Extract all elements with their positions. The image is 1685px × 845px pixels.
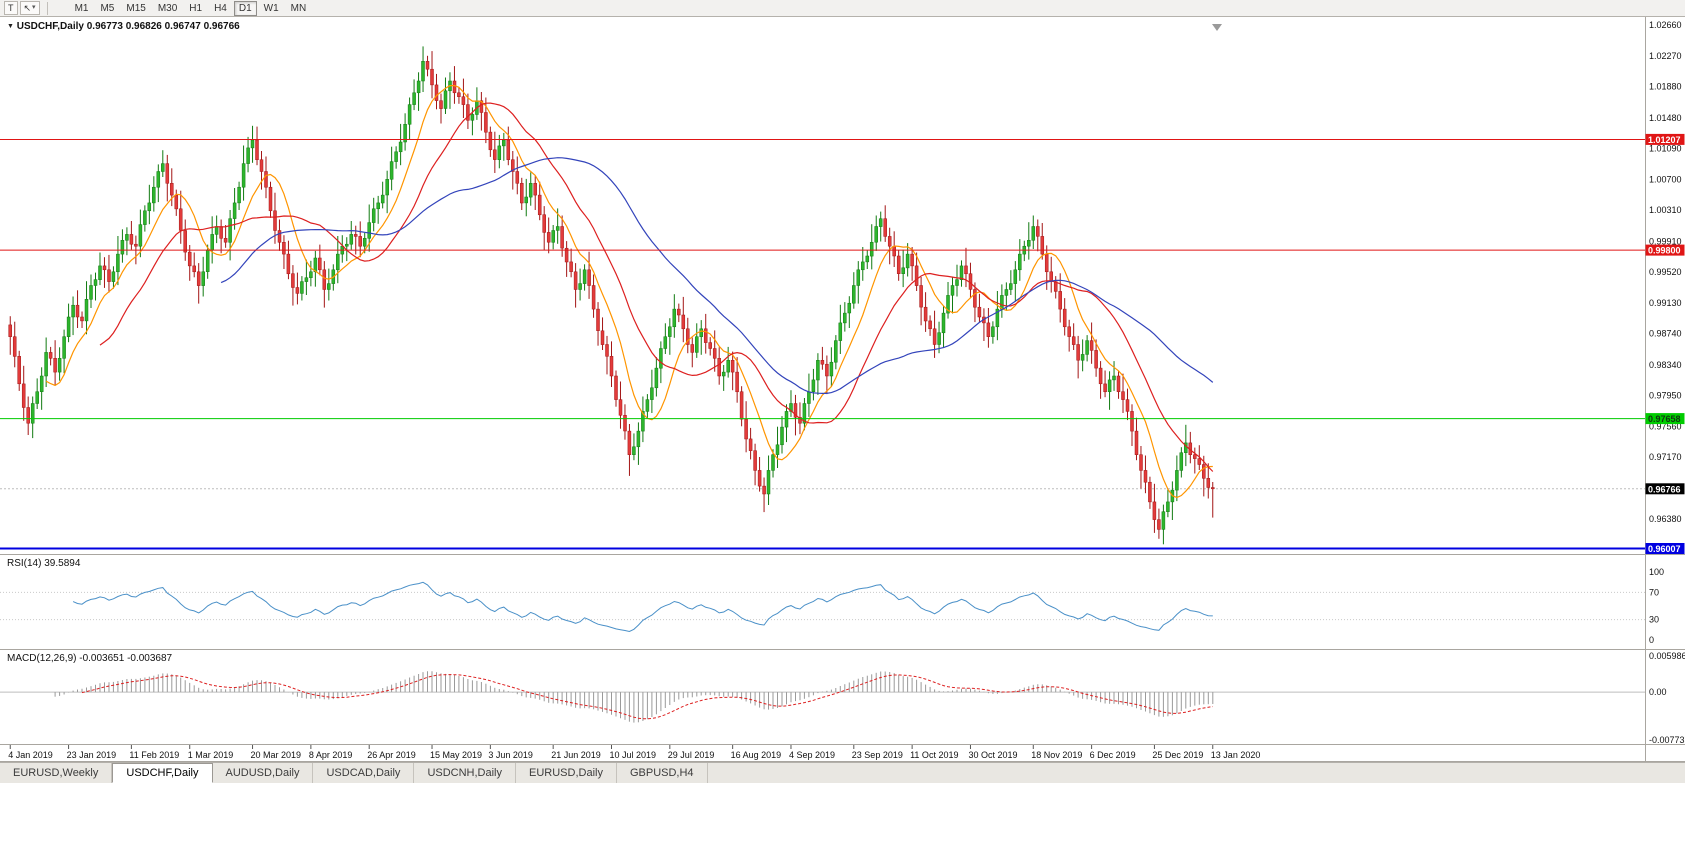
svg-text:1.01880: 1.01880 — [1649, 82, 1682, 92]
svg-text:0: 0 — [1649, 635, 1654, 645]
svg-text:0.97950: 0.97950 — [1649, 391, 1682, 401]
svg-text:70: 70 — [1649, 587, 1659, 597]
svg-text:25 Dec 2019: 25 Dec 2019 — [1152, 750, 1203, 760]
price-scale[interactable]: 1.02660 1.02270 1.01880 1.01480 1.01090 1.007… — [1645, 20, 1685, 554]
svg-text:0.99520: 0.99520 — [1649, 267, 1682, 277]
chart-tab-bar: EURUSD,Weekly USDCHF,Daily AUDUSD,Daily USD… — [0, 762, 1685, 783]
svg-text:10 Jul 2019: 10 Jul 2019 — [610, 750, 657, 760]
svg-text:1 Mar 2019: 1 Mar 2019 — [188, 750, 234, 760]
chart-tab-usdchf-daily[interactable]: USDCHF,Daily — [112, 763, 213, 783]
svg-text:100: 100 — [1649, 567, 1664, 577]
svg-text:1.00310: 1.00310 — [1649, 205, 1682, 215]
svg-text:26 Apr 2019: 26 Apr 2019 — [367, 750, 416, 760]
svg-text:1.02270: 1.02270 — [1649, 51, 1682, 61]
timeframe-button-m15[interactable]: M15 — [121, 1, 150, 16]
chart-tab-gbpusd-h4[interactable]: GBPUSD,H4 — [617, 763, 708, 783]
timeframe-button-m1[interactable]: M1 — [70, 1, 94, 16]
rsi-line — [72, 581, 1213, 633]
svg-text:20 Mar 2019: 20 Mar 2019 — [251, 750, 302, 760]
svg-text:3 Jun 2019: 3 Jun 2019 — [488, 750, 533, 760]
svg-text:4 Jan 2019: 4 Jan 2019 — [8, 750, 53, 760]
chart-shift-marker-icon[interactable] — [1212, 24, 1222, 31]
chart-canvas[interactable]: 1.02660 1.02270 1.01880 1.01480 1.01090 1.007… — [0, 17, 1685, 762]
svg-text:0.96766: 0.96766 — [1648, 484, 1681, 494]
svg-text:0.97658: 0.97658 — [1648, 414, 1681, 424]
svg-text:1.01480: 1.01480 — [1649, 113, 1682, 123]
timeframe-group: M1 M5 M15 M30 H1 H4 D1 W1 MN — [70, 0, 312, 16]
svg-text:30 Oct 2019: 30 Oct 2019 — [969, 750, 1018, 760]
macd-signal-line — [81, 674, 1213, 720]
timeframe-button-d1[interactable]: D1 — [233, 0, 257, 16]
svg-text:23 Sep 2019: 23 Sep 2019 — [852, 750, 903, 760]
svg-text:21 Jun 2019: 21 Jun 2019 — [551, 750, 601, 760]
chart-tab-audusd-daily[interactable]: AUDUSD,Daily — [213, 763, 314, 783]
chart-tab-eurusd-daily[interactable]: EURUSD,Daily — [516, 763, 617, 783]
candle-series[interactable] — [8, 46, 1215, 545]
svg-text:0.97170: 0.97170 — [1649, 452, 1682, 462]
date-axis[interactable]: 4 Jan 2019 23 Jan 2019 11 Feb 2019 1 Mar 20… — [8, 745, 1260, 760]
timeframe-button-m30[interactable]: M30 — [153, 1, 182, 16]
horizontal-levels[interactable] — [0, 138, 1645, 550]
svg-text:1.02660: 1.02660 — [1649, 20, 1682, 30]
svg-text:1.00700: 1.00700 — [1649, 174, 1682, 184]
svg-text:0.96007: 0.96007 — [1648, 544, 1681, 554]
cursor-icon: ↖ — [23, 3, 32, 13]
svg-text:0.99800: 0.99800 — [1648, 246, 1681, 256]
svg-text:0.00: 0.00 — [1649, 687, 1667, 697]
chart-tab-usdcnh-daily[interactable]: USDCNH,Daily — [414, 763, 516, 783]
timeframe-button-mn[interactable]: MN — [286, 1, 312, 16]
svg-text:18 Nov 2019: 18 Nov 2019 — [1031, 750, 1082, 760]
svg-text:0.96380: 0.96380 — [1649, 514, 1682, 524]
svg-text:1.01090: 1.01090 — [1649, 144, 1682, 154]
svg-text:30: 30 — [1649, 615, 1659, 625]
svg-text:0.98740: 0.98740 — [1649, 329, 1682, 339]
chart-tab-usdcad-daily[interactable]: USDCAD,Daily — [313, 763, 415, 783]
cursor-tool-button[interactable]: ↖ ▾ — [19, 1, 40, 15]
svg-text:-0.007737: -0.007737 — [1649, 735, 1685, 745]
top-toolbar: T ↖ ▾ M1 M5 M15 M30 H1 H4 D1 W1 MN — [0, 0, 1685, 17]
text-tool-button[interactable]: T — [4, 1, 18, 15]
svg-text:0.005986: 0.005986 — [1649, 651, 1685, 661]
svg-text:23 Jan 2019: 23 Jan 2019 — [67, 750, 117, 760]
svg-text:1.01207: 1.01207 — [1648, 135, 1681, 145]
ma-line-slow — [220, 157, 1214, 394]
timeframe-button-m5[interactable]: M5 — [95, 1, 119, 16]
ma-line-fast — [45, 84, 1213, 499]
chart-tab-eurusd-weekly[interactable]: EURUSD,Weekly — [0, 763, 113, 783]
timeframe-button-h4[interactable]: H4 — [209, 1, 232, 16]
svg-text:11 Oct 2019: 11 Oct 2019 — [910, 750, 958, 760]
rsi-pane: 100 70 30 0 — [0, 567, 1664, 645]
svg-text:11 Feb 2019: 11 Feb 2019 — [129, 750, 179, 760]
svg-text:29 Jul 2019: 29 Jul 2019 — [668, 750, 715, 760]
svg-text:0.97560: 0.97560 — [1649, 421, 1682, 431]
svg-text:6 Dec 2019: 6 Dec 2019 — [1090, 750, 1136, 760]
svg-text:4 Sep 2019: 4 Sep 2019 — [789, 750, 835, 760]
svg-text:13 Jan 2020: 13 Jan 2020 — [1211, 750, 1261, 760]
svg-text:16 Aug 2019: 16 Aug 2019 — [731, 750, 782, 760]
toolbar-separator — [46, 1, 48, 15]
svg-text:0.99130: 0.99130 — [1649, 298, 1682, 308]
chevron-down-icon: ▾ — [32, 4, 36, 11]
text-tool-icon: T — [8, 3, 14, 13]
timeframe-button-h1[interactable]: H1 — [184, 1, 207, 16]
timeframe-button-w1[interactable]: W1 — [259, 1, 284, 16]
svg-text:15 May 2019: 15 May 2019 — [430, 750, 482, 760]
svg-text:0.98340: 0.98340 — [1649, 360, 1682, 370]
svg-text:8 Apr 2019: 8 Apr 2019 — [309, 750, 353, 760]
svg-text:0.99910: 0.99910 — [1649, 237, 1682, 247]
macd-pane: 0.005986 0.00 -0.007737 — [0, 651, 1685, 745]
